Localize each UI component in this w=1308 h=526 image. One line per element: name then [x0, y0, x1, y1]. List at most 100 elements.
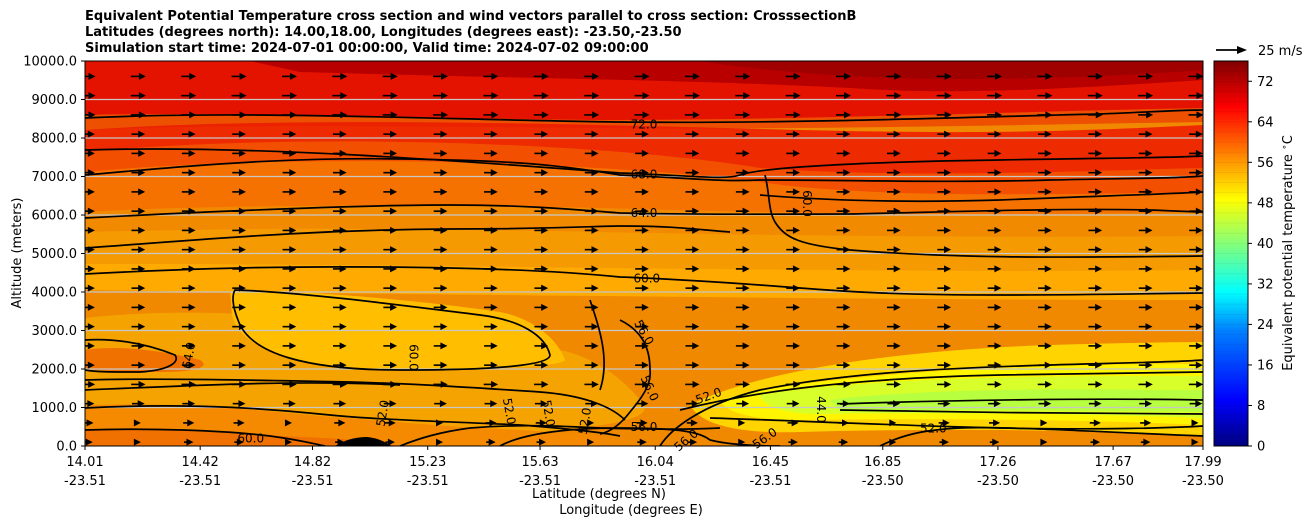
colorbar-tick-label: 0	[1257, 440, 1265, 455]
wind-vector	[332, 380, 347, 388]
wind-vector	[182, 400, 196, 408]
wind-vector	[1191, 419, 1199, 427]
wind-vector	[284, 419, 292, 427]
wind-vector	[282, 361, 297, 369]
x-tick-label-lon: -23.51	[407, 474, 449, 489]
wind-vector	[534, 207, 549, 215]
x-tick-label-lat: 15.23	[409, 455, 446, 470]
wind-vector	[332, 130, 347, 138]
wind-vector	[1138, 323, 1153, 331]
wind-vector	[1138, 342, 1153, 350]
wind-vector	[786, 400, 800, 408]
wind-vector	[131, 323, 146, 331]
y-tick-label: 4000.0	[32, 286, 78, 301]
wind-vector	[232, 226, 246, 234]
wind-vector	[685, 226, 700, 234]
wind-vector	[1087, 92, 1103, 100]
wind-vector	[433, 226, 448, 234]
wind-vector	[433, 111, 449, 119]
wind-vector	[332, 361, 347, 369]
wind-vector	[836, 169, 851, 177]
wind-vector	[635, 361, 649, 369]
wind-vector	[1088, 169, 1103, 177]
wind-vector	[181, 284, 196, 292]
wind-vector	[686, 400, 699, 408]
wind-vector	[436, 438, 444, 446]
wind-vector	[1138, 188, 1153, 196]
wind-vector	[987, 246, 1002, 254]
wind-vector	[685, 188, 700, 196]
wind-vector	[1189, 188, 1203, 196]
wind-vector	[484, 207, 498, 215]
wind-vector	[634, 92, 650, 100]
colorbar-tick-label: 56	[1257, 156, 1274, 171]
wind-vector	[534, 246, 549, 254]
wind-vector	[987, 226, 1002, 234]
wind-vector	[1088, 342, 1103, 350]
wind-vector	[987, 130, 1002, 138]
wind-vector	[584, 130, 599, 138]
wind-vector	[735, 149, 750, 157]
wind-vector	[232, 342, 246, 350]
contour-label: 64.0	[631, 206, 658, 220]
wind-vector	[131, 207, 146, 215]
wind-vector	[889, 438, 897, 446]
wind-vector	[181, 380, 196, 388]
wind-vector	[282, 207, 297, 215]
wind-vector	[1138, 111, 1154, 119]
wind-vector	[534, 342, 549, 350]
wind-vector	[486, 438, 496, 446]
y-axis-label: Altitude (meters)	[10, 198, 25, 309]
wind-vector	[584, 380, 599, 388]
x-tick-label-lon: -23.50	[862, 474, 904, 489]
wind-vector	[484, 149, 498, 157]
wind-vector	[685, 284, 700, 292]
wind-vector	[835, 111, 851, 119]
wind-vector	[635, 400, 649, 408]
wind-vector	[1138, 130, 1153, 138]
wind-vector	[937, 246, 952, 254]
wind-vector	[1088, 130, 1103, 138]
wind-vector	[1037, 72, 1053, 80]
wind-vector	[433, 323, 448, 331]
colorbar-tick-label: 8	[1257, 399, 1265, 414]
wind-vector	[1189, 284, 1203, 292]
wind-vector	[383, 130, 398, 138]
wind-vector	[484, 130, 498, 138]
wind-vector	[736, 400, 750, 408]
colorbar-tick-label: 64	[1257, 115, 1274, 130]
wind-vector	[584, 149, 599, 157]
wind-vector	[385, 438, 395, 446]
wind-vector	[1138, 246, 1153, 254]
wind-vector	[484, 169, 498, 177]
wind-vector	[282, 380, 297, 388]
wind-vector	[332, 92, 348, 100]
wind-vector	[281, 111, 297, 119]
wind-vector	[1138, 380, 1153, 388]
y-axis: 0.0 1000.0 2000.0 3000.0 4000.0 5000.0 6000.0 7…	[23, 55, 85, 455]
x-tick-label-lat: 17.99	[1184, 455, 1221, 470]
wind-vector	[1138, 361, 1153, 369]
wind-vector	[987, 323, 1002, 331]
wind-vector	[1189, 246, 1203, 254]
wind-vector	[433, 361, 448, 369]
wind-vector	[232, 149, 246, 157]
wind-vector	[181, 188, 196, 196]
wind-vector	[1037, 380, 1053, 388]
wind-vector	[635, 207, 649, 215]
wind-vector	[483, 380, 499, 388]
wind-vector	[131, 303, 146, 311]
wind-vector	[836, 342, 851, 350]
x-tick-label-lon: -23.51	[519, 474, 561, 489]
wind-vector	[685, 207, 700, 215]
wind-vector	[1138, 169, 1153, 177]
wind-vector	[382, 92, 398, 100]
wind-vector	[987, 380, 1002, 388]
wind-vector	[232, 303, 246, 311]
wind-vector	[1088, 246, 1103, 254]
wind-vector	[835, 92, 851, 100]
wind-vector	[937, 284, 952, 292]
wind-vector	[535, 419, 547, 427]
quiver-key-label: 25 m/s	[1258, 44, 1303, 59]
wind-vector	[181, 169, 196, 177]
